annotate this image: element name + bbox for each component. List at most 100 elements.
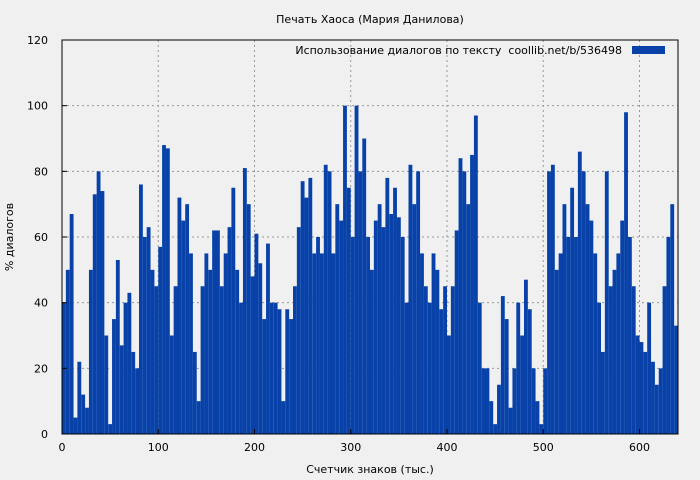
bar [239, 302, 243, 434]
bar [570, 187, 575, 434]
bar [412, 204, 417, 434]
bar [88, 269, 93, 434]
x-tick-label: 500 [533, 441, 554, 454]
y-tick-label: 80 [34, 165, 48, 178]
bar [604, 171, 609, 435]
bar [423, 286, 428, 434]
bar [670, 204, 675, 434]
bar [470, 154, 474, 434]
y-tick-label: 60 [34, 231, 48, 244]
bar [115, 259, 120, 434]
bar [300, 181, 305, 434]
bar [169, 335, 174, 434]
x-tick-label: 600 [629, 441, 650, 454]
bar [127, 292, 132, 434]
bar [466, 204, 471, 434]
bar [662, 286, 667, 434]
bar [327, 171, 332, 435]
bar [404, 302, 409, 434]
bar [65, 269, 70, 434]
bar [462, 171, 467, 435]
bar [354, 105, 359, 435]
y-tick-label: 0 [41, 428, 48, 441]
bar [92, 194, 97, 434]
bar [589, 220, 594, 434]
bar [627, 237, 632, 434]
bar [366, 237, 370, 434]
bar [601, 351, 605, 434]
bar [408, 164, 413, 434]
bar [674, 325, 678, 434]
bar [473, 115, 478, 435]
bar [527, 309, 532, 434]
bar [96, 171, 101, 435]
bar [504, 319, 509, 434]
bar [497, 384, 501, 434]
bar [258, 263, 263, 434]
bar [485, 368, 490, 434]
x-tick-label: 0 [59, 441, 66, 454]
bar [293, 286, 297, 434]
bar [181, 220, 186, 434]
bar [597, 302, 601, 434]
legend-label: Использование диалогов по тексту coollib… [295, 44, 622, 57]
bar [543, 368, 548, 434]
bar [377, 204, 382, 434]
bar [346, 187, 351, 434]
bar [493, 424, 498, 434]
bar [277, 309, 282, 434]
bar [489, 401, 494, 434]
bar [289, 319, 293, 434]
bar [450, 286, 455, 434]
bar [350, 237, 355, 434]
bar [454, 230, 459, 434]
bar [535, 401, 540, 434]
bar [612, 269, 617, 434]
bar [269, 302, 274, 434]
bar [585, 204, 590, 434]
bar [77, 361, 82, 434]
bar [666, 237, 671, 434]
bar [108, 424, 113, 434]
bar [477, 302, 482, 434]
bar [654, 384, 659, 434]
bar [173, 286, 178, 434]
bar [242, 168, 247, 435]
bar [254, 233, 259, 434]
bar [296, 227, 301, 434]
bar [273, 302, 278, 434]
bar [281, 401, 286, 434]
bar [562, 204, 567, 434]
bar [85, 407, 89, 434]
bar [235, 269, 240, 434]
ticks: 0 100 200 300 400 500 600 0 20 40 60 80 100 120 [27, 34, 650, 454]
bar [581, 171, 586, 435]
bar [227, 227, 232, 434]
bar [539, 424, 544, 434]
bar [319, 253, 324, 434]
bar [370, 269, 374, 434]
bar [150, 269, 155, 434]
bar [547, 171, 551, 435]
bar [362, 138, 367, 434]
bar [431, 253, 436, 434]
bar [524, 279, 528, 434]
bar [416, 171, 421, 435]
bar [385, 177, 390, 434]
y-tick-label: 40 [34, 297, 48, 310]
bar [308, 177, 313, 434]
bar [323, 164, 328, 434]
bar [177, 197, 182, 434]
x-tick-label: 400 [437, 441, 458, 454]
bar [343, 105, 347, 435]
legend: Использование диалогов по тексту coollib… [295, 44, 665, 57]
bar [396, 217, 401, 434]
bar [566, 237, 571, 434]
legend-swatch [632, 46, 665, 54]
bar [481, 368, 486, 434]
bar [554, 269, 559, 434]
bar [158, 246, 163, 434]
bar [123, 302, 128, 434]
bar [658, 368, 663, 434]
